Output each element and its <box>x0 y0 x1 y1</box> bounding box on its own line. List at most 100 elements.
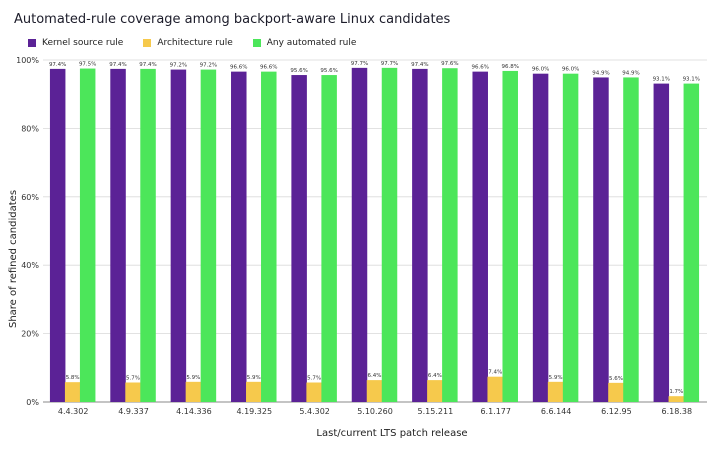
data-label-any-automated-rule: 96.0% <box>562 67 579 73</box>
data-label-kernel-source-rule: 95.6% <box>290 68 307 74</box>
data-label-kernel-source-rule: 97.7% <box>351 61 368 67</box>
x-tick-label: 4.4.302 <box>58 407 89 416</box>
data-label-kernel-source-rule: 97.4% <box>49 62 66 68</box>
chart-legend: Kernel source rule Architecture rule Any… <box>28 38 356 48</box>
bar-architecture-rule <box>608 382 624 402</box>
bar-kernel-source-rule <box>593 77 609 402</box>
x-tick-label: 4.19.325 <box>236 407 272 416</box>
bar-any-automated-rule <box>79 68 96 403</box>
bar-any-automated-rule <box>502 70 518 402</box>
x-tick-label: 5.4.302 <box>299 407 330 416</box>
data-label-kernel-source-rule: 97.2% <box>170 63 187 69</box>
bar-kernel-source-rule <box>532 73 549 403</box>
x-tick-label: 4.14.336 <box>176 407 212 416</box>
bar-any-automated-rule <box>261 71 277 403</box>
x-tick-label: 5.10.260 <box>357 407 393 416</box>
y-tick-label: 40% <box>21 261 39 270</box>
data-label-kernel-source-rule: 94.9% <box>592 70 609 76</box>
legend-swatch-kernel-source-rule <box>28 39 36 47</box>
bar-any-automated-rule <box>200 69 217 403</box>
legend-label-architecture-rule: Architecture rule <box>157 38 233 48</box>
y-tick-label: 60% <box>21 193 39 202</box>
data-label-kernel-source-rule: 96.6% <box>230 65 247 71</box>
bar-kernel-source-rule <box>351 67 368 402</box>
data-label-architecture-rule: 5.9% <box>186 375 200 381</box>
data-label-kernel-source-rule: 96.0% <box>532 67 549 73</box>
bar-kernel-source-rule <box>170 69 187 403</box>
bar-any-automated-rule <box>140 68 156 402</box>
legend-label-kernel-source-rule: Kernel source rule <box>42 38 124 48</box>
data-label-kernel-source-rule: 97.4% <box>411 62 428 68</box>
data-label-any-automated-rule: 94.9% <box>622 70 639 76</box>
x-tick-label: 6.6.144 <box>541 407 572 416</box>
data-label-kernel-source-rule: 96.6% <box>471 65 488 71</box>
y-tick-label: 20% <box>21 330 39 339</box>
x-axis-ticks: 4.4.302 4.9.337 4.14.336 4.19.325 5.4.302 5.1… <box>58 407 692 416</box>
bar-any-automated-rule <box>562 73 579 403</box>
legend-swatch-any-automated-rule <box>252 39 261 47</box>
data-label-any-automated-rule: 97.2% <box>200 63 217 69</box>
bar-kernel-source-rule <box>110 68 126 402</box>
y-axis-label: Share of refined candidates <box>8 190 19 328</box>
bar-any-automated-rule <box>683 83 700 403</box>
data-label-architecture-rule: 1.7% <box>669 389 683 395</box>
data-label-any-automated-rule: 95.6% <box>320 68 337 74</box>
x-tick-label: 6.18.38 <box>662 407 693 416</box>
bar-architecture-rule <box>125 382 141 402</box>
bar-any-automated-rule <box>321 75 337 402</box>
bar-architecture-rule <box>668 396 685 402</box>
bar-architecture-rule <box>306 382 322 402</box>
bar-architecture-rule <box>547 381 564 402</box>
y-tick-label: 0% <box>26 398 39 407</box>
data-label-architecture-rule: 5.7% <box>126 376 140 382</box>
x-tick-label: 6.1.177 <box>480 407 511 416</box>
bars <box>49 67 700 403</box>
legend-label-any-automated-rule: Any automated rule <box>266 38 357 48</box>
bar-kernel-source-rule <box>291 75 307 402</box>
x-tick-label: 5.15.211 <box>418 407 454 416</box>
legend-item-any-automated-rule: Any automated rule <box>252 38 357 48</box>
bar-architecture-rule <box>64 382 81 402</box>
x-tick-label: 4.9.337 <box>118 407 149 416</box>
bar-architecture-rule <box>487 376 503 402</box>
data-label-architecture-rule: 5.6% <box>609 376 623 382</box>
bar-any-automated-rule <box>442 68 458 402</box>
legend-item-kernel-source-rule: Kernel source rule <box>28 38 123 48</box>
bar-architecture-rule <box>185 381 202 402</box>
bar-architecture-rule <box>246 381 262 402</box>
data-label-any-automated-rule: 97.7% <box>381 61 398 67</box>
data-label-any-automated-rule: 96.8% <box>501 64 518 70</box>
data-label-architecture-rule: 5.9% <box>247 375 261 381</box>
bar-architecture-rule <box>427 380 443 402</box>
bar-kernel-source-rule <box>49 68 66 402</box>
data-label-architecture-rule: 5.9% <box>549 375 563 381</box>
x-axis-label: Last/current LTS patch release <box>316 428 467 439</box>
x-tick-label: 6.12.95 <box>601 407 632 416</box>
chart-title: Automated-rule coverage among backport-a… <box>14 12 451 27</box>
data-label-kernel-source-rule: 93.1% <box>653 77 670 83</box>
data-label-architecture-rule: 5.7% <box>307 376 321 382</box>
bar-kernel-source-rule <box>231 71 247 403</box>
data-labels: 97.4% 5.8% 97.5% 97.4% 5.7% 97.4% 97.2% 5.9% 97.… <box>49 61 700 395</box>
legend-swatch-architecture-rule <box>143 39 152 47</box>
y-axis-ticks: 0% 20% 40% 60% 80% 100% <box>16 56 39 407</box>
data-label-any-automated-rule: 96.6% <box>260 65 277 71</box>
data-label-any-automated-rule: 93.1% <box>683 77 700 83</box>
bar-kernel-source-rule <box>472 71 488 403</box>
data-label-any-automated-rule: 97.4% <box>139 62 156 68</box>
data-label-architecture-rule: 7.4% <box>488 370 502 376</box>
data-label-any-automated-rule: 97.5% <box>79 62 96 68</box>
data-label-architecture-rule: 6.4% <box>428 373 442 379</box>
bar-kernel-source-rule <box>412 68 428 402</box>
y-tick-label: 100% <box>16 56 39 65</box>
data-label-architecture-rule: 5.8% <box>66 375 80 381</box>
bar-any-automated-rule <box>381 67 398 402</box>
y-tick-label: 80% <box>21 124 39 133</box>
legend-item-architecture-rule: Architecture rule <box>143 38 233 48</box>
bar-architecture-rule <box>366 380 383 402</box>
data-label-architecture-rule: 6.4% <box>368 373 382 379</box>
bar-kernel-source-rule <box>653 83 670 403</box>
data-label-kernel-source-rule: 97.4% <box>109 62 126 68</box>
